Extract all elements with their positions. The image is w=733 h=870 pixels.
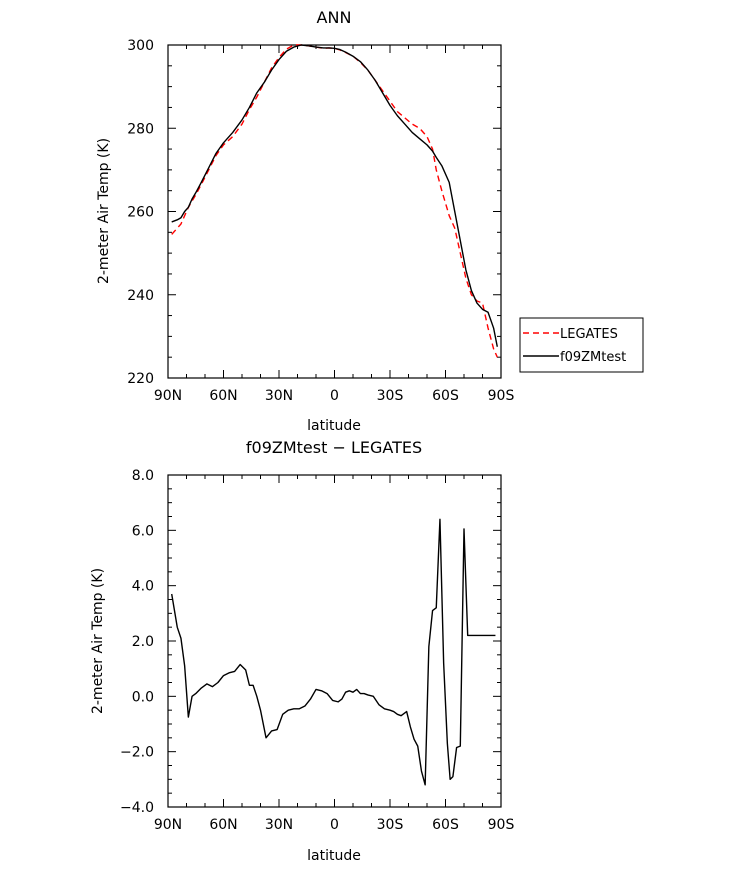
x-tick-label: 30S bbox=[377, 388, 404, 404]
legend-label-legates: LEGATES bbox=[560, 327, 618, 342]
top-plot-frame bbox=[167, 44, 502, 379]
y-tick-label: 280 bbox=[127, 121, 154, 137]
y-tick-label: 240 bbox=[127, 288, 154, 304]
y-tick-label: 8.0 bbox=[132, 468, 154, 484]
y-tick-label: 260 bbox=[127, 205, 154, 221]
bottom-plot-series bbox=[171, 518, 496, 786]
y-tick-label: 220 bbox=[127, 371, 154, 387]
bottom-plot-frame bbox=[167, 474, 502, 808]
bottom-plot-title: f09ZMtest − LEGATES bbox=[246, 438, 422, 457]
x-tick-label: 60N bbox=[209, 388, 237, 404]
x-tick-label: 90N bbox=[154, 388, 182, 404]
x-tick-label: 60S bbox=[432, 817, 459, 833]
x-tick-label: 0 bbox=[330, 817, 339, 833]
x-tick-label: 30N bbox=[265, 388, 293, 404]
top-plot-ylabel: 2-meter Air Temp (K) bbox=[96, 138, 112, 284]
y-tick-label: −4.0 bbox=[120, 800, 154, 816]
legend-label-f09zmtest: f09ZMtest bbox=[560, 350, 626, 365]
legend: LEGATES f09ZMtest bbox=[519, 317, 644, 373]
y-tick-label: 6.0 bbox=[132, 523, 154, 539]
bottom-plot-ylabel: 2-meter Air Temp (K) bbox=[90, 568, 106, 714]
difference-line bbox=[171, 518, 496, 786]
bottom-plot: f09ZMtest − LEGATES 90N 60N 30N 0 30S 60S 90S 8… bbox=[90, 438, 514, 864]
legend-box bbox=[519, 317, 644, 373]
x-tick-label: 90N bbox=[154, 817, 182, 833]
series-line-f09zmtest bbox=[171, 44, 498, 347]
bottom-plot-ticks: 90N 60N 30N 0 30S 60S 90S 8.0 6.0 4.0 2.0 0.0 −2.0 −4… bbox=[120, 468, 514, 833]
y-tick-label: 0.0 bbox=[132, 689, 154, 705]
series-line-legates bbox=[171, 44, 498, 358]
top-plot-xlabel: latitude bbox=[307, 418, 361, 434]
x-tick-label: 90S bbox=[488, 388, 515, 404]
top-plot: ANN 90N 60N 30N 0 30S 60S 90S 300 280 260 240 220 l… bbox=[96, 8, 644, 434]
y-tick-label: 2.0 bbox=[132, 634, 154, 650]
bottom-plot-xlabel: latitude bbox=[307, 848, 361, 864]
top-plot-title: ANN bbox=[317, 8, 352, 27]
top-plot-series bbox=[171, 44, 498, 358]
x-tick-label: 30S bbox=[377, 817, 404, 833]
y-tick-label: 300 bbox=[127, 38, 154, 54]
y-tick-label: −2.0 bbox=[120, 745, 154, 761]
x-tick-label: 60S bbox=[432, 388, 459, 404]
y-tick-label: 4.0 bbox=[132, 579, 154, 595]
top-plot-ticks: 90N 60N 30N 0 30S 60S 90S 300 280 260 240 220 bbox=[127, 38, 514, 404]
x-tick-label: 90S bbox=[488, 817, 515, 833]
x-tick-label: 0 bbox=[330, 388, 339, 404]
x-tick-label: 30N bbox=[265, 817, 293, 833]
x-tick-label: 60N bbox=[209, 817, 237, 833]
